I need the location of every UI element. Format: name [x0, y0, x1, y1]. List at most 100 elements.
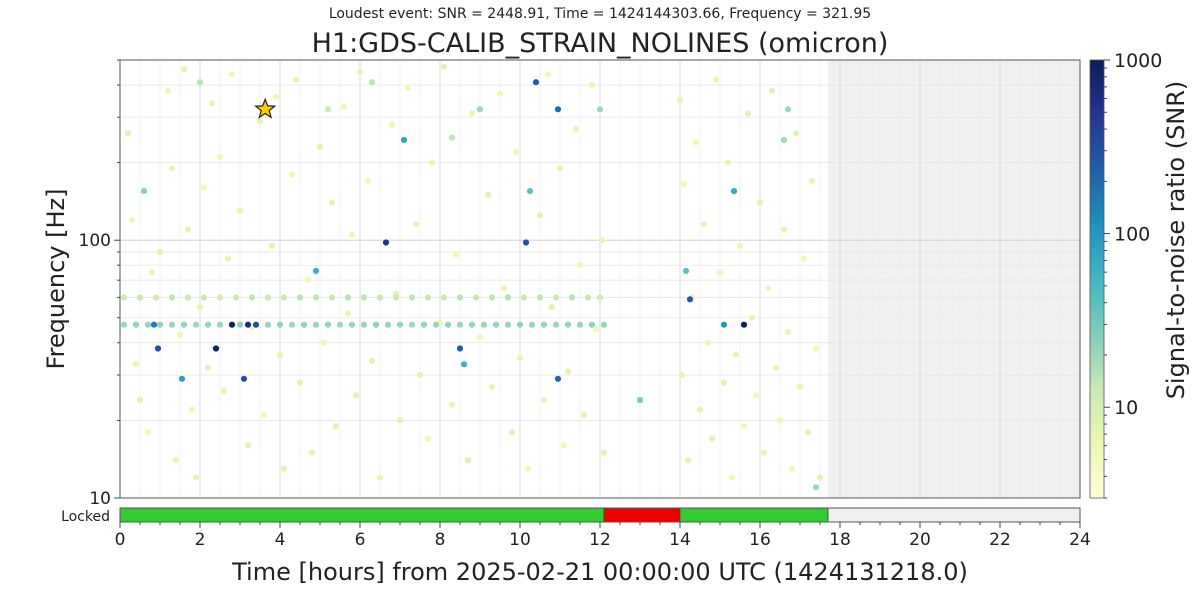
data-point	[360, 321, 368, 328]
data-point	[260, 411, 268, 418]
data-point	[740, 321, 748, 328]
data-point	[720, 379, 728, 386]
data-point	[686, 296, 694, 303]
data-point	[328, 294, 336, 301]
data-point	[464, 457, 472, 464]
data-point	[288, 321, 296, 328]
data-point	[596, 106, 604, 113]
data-point	[240, 375, 248, 382]
data-point	[448, 401, 456, 408]
data-point	[288, 171, 296, 178]
data-point	[554, 375, 562, 382]
x-axis-label: Time [hours] from 2025-02-21 00:00:00 UT…	[231, 558, 968, 586]
data-point	[768, 87, 776, 94]
data-point	[140, 188, 148, 195]
plot-frame	[119, 59, 1081, 499]
data-point	[376, 474, 384, 481]
data-point	[432, 321, 440, 328]
scatter-points	[120, 63, 824, 491]
data-point	[472, 294, 480, 301]
data-point	[700, 221, 708, 228]
data-point	[204, 364, 212, 371]
data-point	[552, 294, 560, 301]
data-point	[744, 110, 752, 117]
data-point	[120, 321, 128, 328]
state-segment	[603, 507, 681, 523]
x-tick-label: 14	[669, 530, 691, 550]
data-point	[408, 294, 416, 301]
data-point	[348, 321, 356, 328]
data-point	[804, 429, 812, 436]
data-point	[172, 457, 180, 464]
data-point	[154, 345, 162, 352]
x-tick-label: 6	[355, 530, 366, 550]
data-point	[156, 248, 164, 256]
data-point	[248, 294, 256, 301]
data-point	[556, 165, 564, 172]
x-axis: 0 2 4 6 8 10 12 14 16 18 20 22 24	[115, 522, 1091, 550]
x-tick-label: 16	[749, 530, 771, 550]
data-point	[400, 136, 408, 143]
data-point	[428, 159, 436, 166]
data-point	[444, 321, 452, 328]
data-point	[252, 321, 260, 328]
data-point	[324, 106, 332, 113]
data-point	[192, 321, 200, 328]
data-point	[568, 294, 576, 301]
data-point	[412, 221, 420, 228]
y-axis-label: Frequency [Hz]	[42, 189, 70, 370]
data-point	[452, 251, 460, 258]
data-point	[540, 396, 548, 404]
data-point	[136, 294, 144, 301]
grid-lines	[119, 59, 1081, 499]
data-point	[724, 159, 732, 166]
data-point	[554, 106, 562, 113]
data-point	[184, 226, 192, 233]
data-point	[468, 110, 476, 117]
data-point	[228, 321, 236, 328]
data-point	[168, 321, 176, 328]
x-tick-label: 24	[1069, 530, 1091, 550]
data-point	[580, 411, 588, 418]
data-point	[536, 212, 544, 219]
data-point	[196, 304, 204, 311]
data-point	[536, 294, 544, 301]
data-point	[128, 216, 136, 223]
state-bar	[119, 507, 1081, 523]
data-point	[150, 321, 158, 328]
data-point	[316, 143, 324, 150]
data-point	[636, 396, 644, 404]
data-point	[740, 423, 748, 430]
data-point	[308, 449, 316, 456]
data-point	[382, 239, 390, 246]
data-point	[408, 321, 416, 328]
data-point	[372, 321, 380, 328]
data-point	[120, 294, 128, 301]
data-point	[784, 106, 792, 113]
y-tick-label: 10	[89, 489, 111, 509]
data-point	[800, 255, 808, 262]
data-point	[276, 321, 284, 328]
data-point	[360, 294, 368, 301]
data-point	[508, 429, 516, 436]
data-point	[424, 294, 432, 301]
data-point	[488, 383, 496, 390]
y-tick-label: 100	[79, 231, 111, 251]
data-point	[796, 383, 804, 390]
data-point	[682, 267, 690, 274]
data-point	[200, 294, 208, 301]
data-point	[188, 406, 196, 413]
data-point	[132, 321, 140, 328]
data-point	[712, 76, 720, 83]
data-point	[178, 375, 186, 382]
state-segment	[119, 507, 605, 523]
x-tick-label: 0	[115, 530, 126, 550]
x-tick-label: 20	[909, 530, 931, 550]
data-point	[512, 148, 520, 155]
data-point	[440, 294, 448, 301]
data-point	[496, 90, 504, 97]
data-point	[404, 84, 412, 91]
data-point	[396, 321, 404, 328]
data-point	[312, 321, 320, 328]
data-point	[564, 368, 572, 375]
